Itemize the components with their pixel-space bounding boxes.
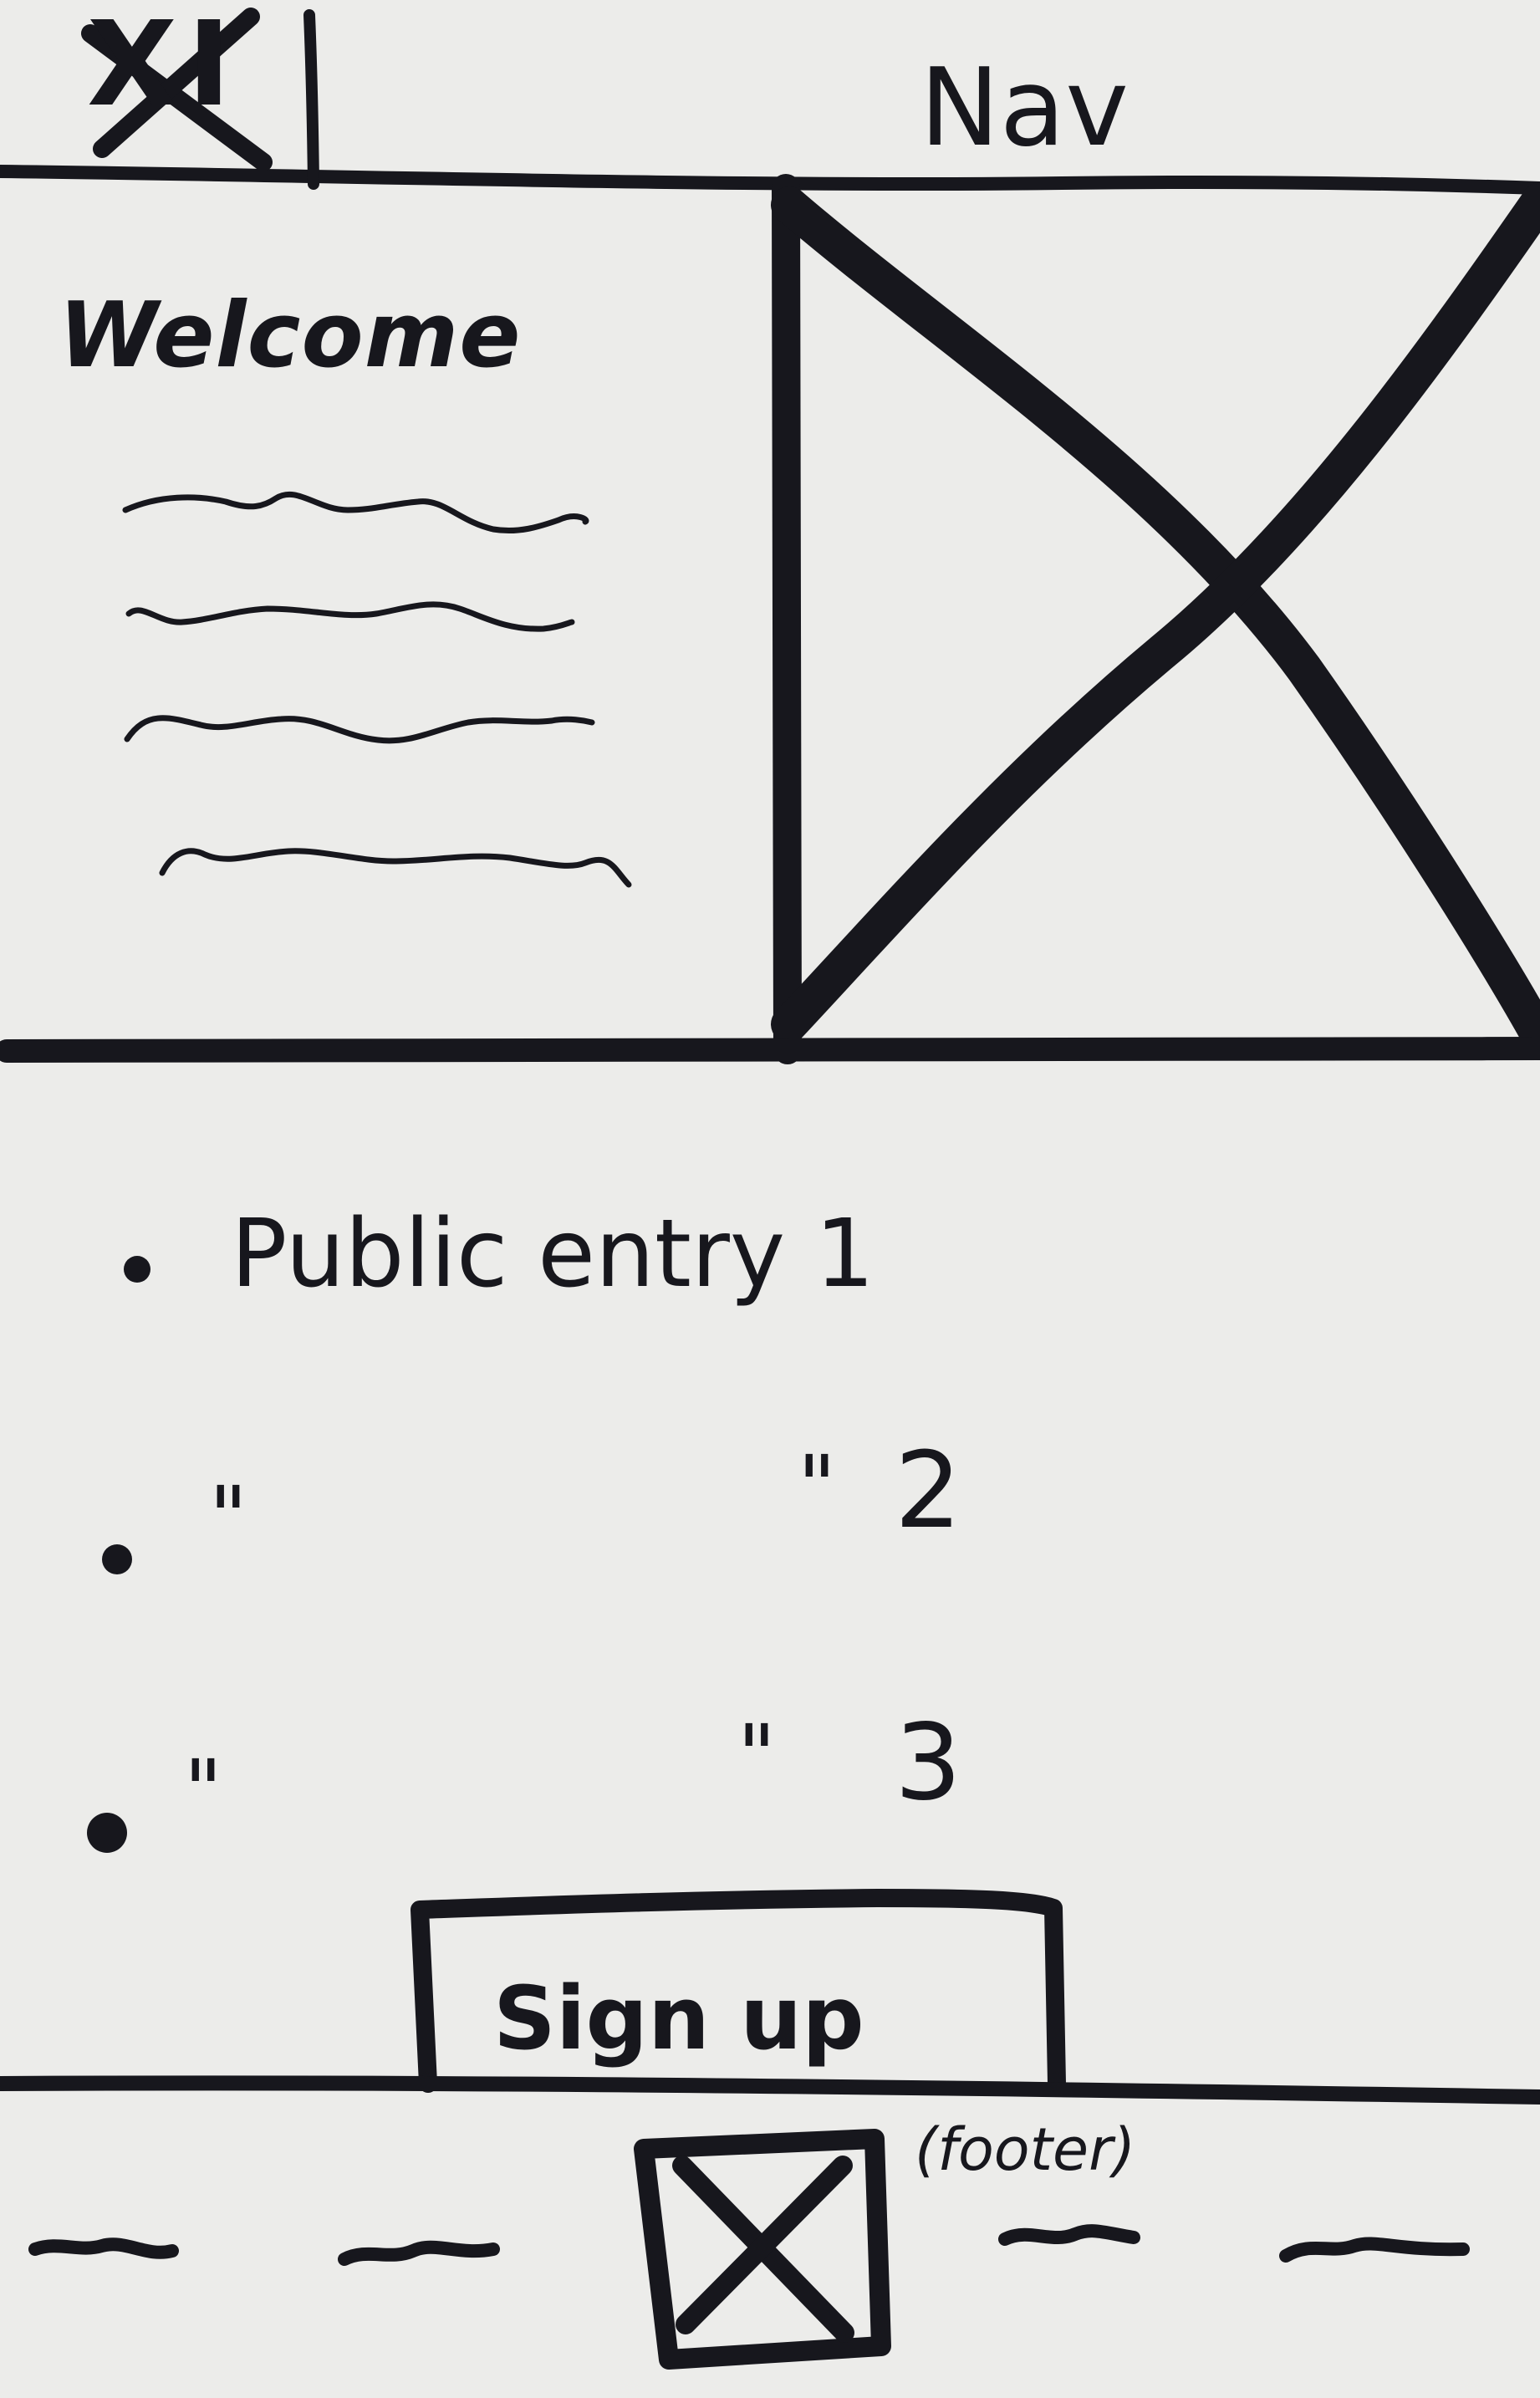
logo-text: XI xyxy=(87,0,242,133)
public-entry-3-ditto-left: " xyxy=(184,1742,222,1839)
footer-squiggle-3 xyxy=(998,2224,1140,2246)
public-entry-3-ditto-right: " xyxy=(737,1707,776,1804)
signup-button-frame xyxy=(410,1889,1066,2093)
logo-x-right xyxy=(93,8,260,158)
footer-note: (footer) xyxy=(915,2115,1136,2184)
hero-image-left-edge xyxy=(772,174,802,1064)
entry-bullet-1 xyxy=(124,1256,150,1283)
public-entry-2-ditto-right: " xyxy=(798,1437,836,1535)
hero-image-diagonal-1 xyxy=(771,186,1540,1055)
footer-squiggle-4 xyxy=(1279,2237,1470,2263)
public-entry-3-number[interactable]: 3 xyxy=(895,1701,962,1824)
entry-bullet-2 xyxy=(102,1544,132,1574)
signup-button-label: Sign up xyxy=(493,1967,864,2069)
welcome-title: Welcome xyxy=(59,283,522,388)
welcome-paragraph-lines xyxy=(122,491,632,888)
welcome-line-2 xyxy=(125,601,575,632)
header-divider xyxy=(0,165,1540,195)
footer-squiggle-1 xyxy=(28,2237,179,2259)
footer-image-x-2 xyxy=(676,2156,853,2334)
footer-image-box xyxy=(634,2129,891,2370)
footer-divider xyxy=(0,2075,1540,2105)
entry-bullet-3 xyxy=(87,1813,127,1853)
public-entry-2-ditto-left: " xyxy=(209,1468,247,1566)
public-entry-1[interactable]: Public entry 1 xyxy=(231,1200,875,1309)
hero-image-diagonal-2 xyxy=(771,182,1540,1043)
footer-squiggle-2 xyxy=(338,2240,500,2266)
welcome-line-1 xyxy=(122,491,589,534)
logo-divider xyxy=(303,9,319,190)
welcome-line-4 xyxy=(159,848,632,888)
hero-divider xyxy=(0,1037,1540,1063)
welcome-line-3 xyxy=(124,715,595,744)
logo-x-left xyxy=(81,24,273,171)
public-entry-2-number[interactable]: 2 xyxy=(895,1429,962,1552)
nav-label[interactable]: Nav xyxy=(920,46,1129,171)
